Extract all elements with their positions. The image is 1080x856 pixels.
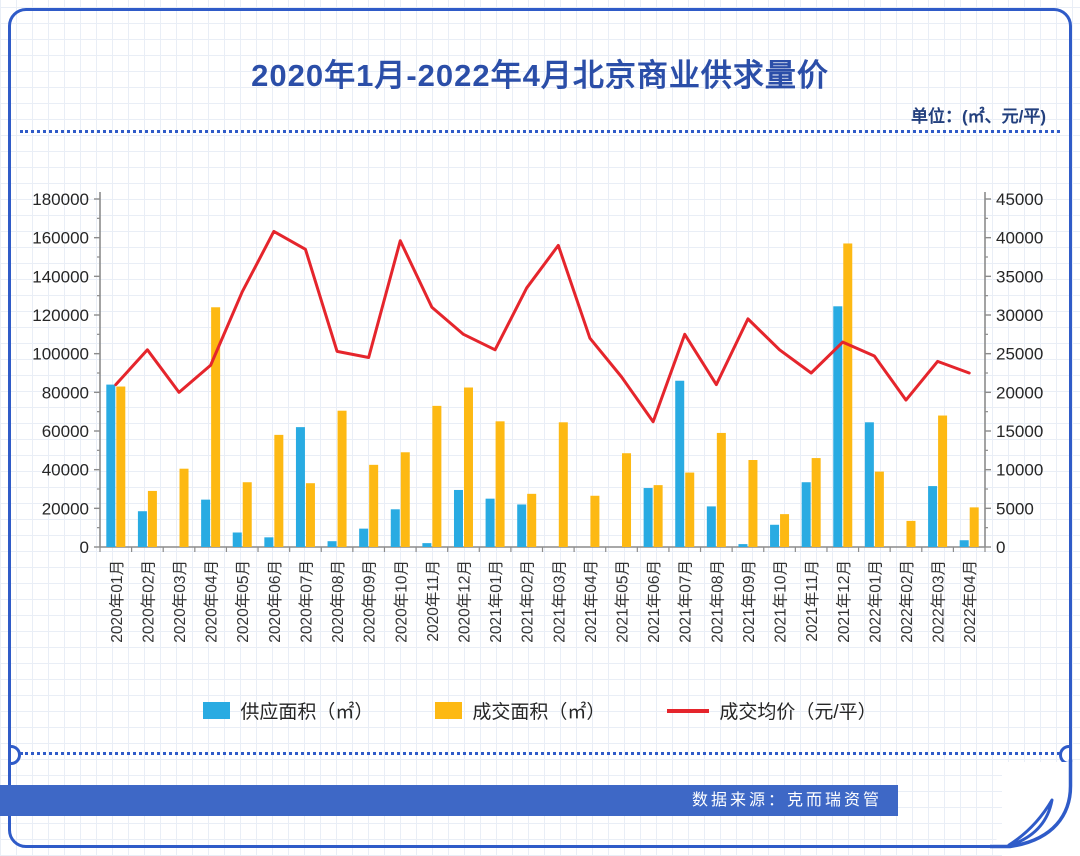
price-line-swatch-icon (667, 708, 710, 713)
svg-text:2020年01月: 2020年01月 (108, 560, 126, 643)
legend-label-price: 成交均价（元/平） (719, 702, 877, 723)
svg-text:2021年12月: 2021年12月 (835, 560, 853, 643)
svg-text:100000: 100000 (32, 345, 89, 364)
svg-text:0: 0 (80, 538, 89, 557)
transaction-swatch-icon (435, 702, 463, 719)
legend-label-transaction: 成交面积（㎡） (472, 702, 606, 723)
svg-text:140000: 140000 (32, 267, 89, 286)
svg-text:80000: 80000 (42, 383, 89, 402)
legend-item-transaction: 成交面积（㎡） (435, 697, 605, 724)
svg-text:2020年02月: 2020年02月 (139, 560, 157, 643)
svg-text:35000: 35000 (996, 267, 1043, 286)
svg-text:2020年09月: 2020年09月 (361, 560, 379, 643)
left-border-notch (11, 745, 22, 765)
top-dotted-divider (20, 130, 1060, 133)
chart-legend: 供应面积（㎡） 成交面积（㎡） 成交均价（元/平） (0, 697, 1080, 724)
supply-swatch-icon (203, 702, 231, 719)
svg-text:2021年01月: 2021年01月 (487, 560, 505, 643)
svg-text:2020年05月: 2020年05月 (234, 560, 252, 643)
bottom-dotted-divider (20, 752, 1060, 755)
svg-text:2020年07月: 2020年07月 (297, 560, 315, 643)
svg-text:30000: 30000 (996, 306, 1043, 325)
svg-text:2022年02月: 2022年02月 (898, 560, 916, 643)
svg-text:2021年09月: 2021年09月 (740, 560, 758, 643)
svg-text:45000: 45000 (996, 190, 1043, 209)
svg-text:2021年05月: 2021年05月 (614, 560, 632, 643)
svg-text:120000: 120000 (32, 306, 89, 325)
svg-text:2021年11月: 2021年11月 (803, 560, 821, 642)
svg-text:180000: 180000 (32, 190, 89, 209)
svg-text:2022年03月: 2022年03月 (930, 560, 948, 643)
svg-text:2020年12月: 2020年12月 (455, 560, 473, 643)
svg-text:5000: 5000 (996, 499, 1034, 518)
legend-item-supply: 供应面积（㎡） (203, 697, 373, 724)
svg-text:2022年01月: 2022年01月 (866, 560, 884, 643)
svg-text:160000: 160000 (32, 229, 89, 248)
svg-text:0: 0 (996, 538, 1005, 557)
svg-text:40000: 40000 (996, 229, 1043, 248)
legend-label-supply: 供应面积（㎡） (240, 702, 374, 723)
svg-text:2021年07月: 2021年07月 (677, 560, 695, 643)
chart-title: 2020年1月-2022年4月北京商业供求量价 (251, 58, 829, 93)
svg-text:40000: 40000 (42, 461, 89, 480)
svg-text:2020年08月: 2020年08月 (329, 560, 347, 643)
svg-text:25000: 25000 (996, 345, 1043, 364)
unit-label: 单位：(㎡、元/平) (910, 107, 1046, 126)
svg-text:2021年06月: 2021年06月 (645, 560, 663, 643)
svg-text:2021年08月: 2021年08月 (708, 560, 726, 643)
svg-text:2022年04月: 2022年04月 (961, 560, 979, 643)
svg-text:2021年10月: 2021年10月 (772, 560, 790, 643)
svg-text:2021年02月: 2021年02月 (519, 560, 537, 643)
svg-text:2020年04月: 2020年04月 (203, 560, 221, 643)
svg-text:2020年06月: 2020年06月 (266, 560, 284, 643)
svg-text:20000: 20000 (42, 499, 89, 518)
svg-text:10000: 10000 (996, 461, 1043, 480)
svg-text:2021年04月: 2021年04月 (582, 560, 600, 643)
svg-text:2020年11月: 2020年11月 (424, 560, 442, 642)
page-curl-icon (990, 758, 1073, 849)
svg-text:2021年03月: 2021年03月 (550, 560, 568, 643)
svg-text:2020年03月: 2020年03月 (171, 560, 189, 643)
svg-text:60000: 60000 (42, 422, 89, 441)
svg-text:20000: 20000 (996, 383, 1043, 402)
svg-text:2020年10月: 2020年10月 (392, 560, 410, 643)
data-source-banner: 数据来源：克而瑞资管 (0, 785, 898, 816)
svg-text:15000: 15000 (996, 422, 1043, 441)
legend-item-price: 成交均价（元/平） (667, 697, 877, 724)
